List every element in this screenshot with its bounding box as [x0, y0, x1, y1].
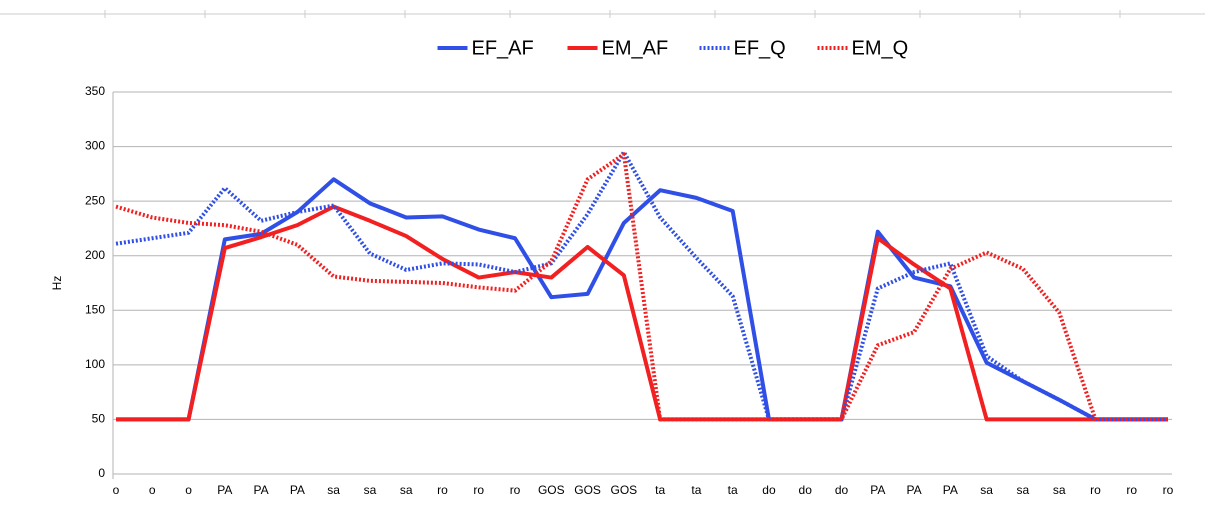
- x-tick-label: ro: [437, 483, 448, 497]
- x-tick-label: PA: [870, 483, 885, 497]
- x-tick-label: ta: [655, 483, 665, 497]
- x-tick-label: sa: [327, 483, 340, 497]
- series-line: [116, 177, 1168, 422]
- y-tick-label: 300: [85, 139, 105, 153]
- x-tick-label: PA: [217, 483, 232, 497]
- y-tick-label: 350: [85, 84, 105, 98]
- y-tick-label: 50: [92, 412, 106, 426]
- x-tick-label: sa: [400, 483, 413, 497]
- x-tick-label: GOS: [538, 483, 565, 497]
- legend-label: EM_Q: [852, 37, 909, 59]
- y-tick-label: 200: [85, 248, 105, 262]
- x-tick-label: GOS: [574, 483, 601, 497]
- x-tick-label: PA: [943, 483, 958, 497]
- series-line: [116, 204, 1168, 422]
- y-tick-label: 150: [85, 302, 105, 316]
- x-tick-label: sa: [364, 483, 377, 497]
- series-line: [115, 150, 1168, 422]
- legend-label: EF_Q: [734, 37, 786, 59]
- x-tick-label: ta: [728, 483, 738, 497]
- x-tick-label: sa: [1017, 483, 1030, 497]
- x-tick-label: sa: [980, 483, 993, 497]
- x-tick-label: do: [762, 483, 776, 497]
- y-axis-label: Hz: [50, 276, 64, 291]
- x-tick-label: ro: [473, 483, 484, 497]
- y-tick-label: 100: [85, 357, 105, 371]
- x-tick-label: do: [835, 483, 849, 497]
- ruler: [0, 10, 1205, 18]
- x-tick-label: ro: [1126, 483, 1137, 497]
- x-tick-label: PA: [290, 483, 305, 497]
- x-tick-label: o: [149, 483, 156, 497]
- series-line: [115, 152, 1168, 422]
- x-tick-label: ta: [691, 483, 701, 497]
- x-tick-label: o: [113, 483, 120, 497]
- x-tick-label: sa: [1053, 483, 1066, 497]
- x-tick-label: o: [185, 483, 192, 497]
- legend-label: EM_AF: [602, 37, 669, 59]
- y-tick-label: 0: [98, 466, 105, 480]
- x-tick-label: ro: [510, 483, 521, 497]
- x-tick-label: PA: [254, 483, 269, 497]
- legend-label: EF_AF: [472, 37, 534, 59]
- x-tick-label: ro: [1163, 483, 1174, 497]
- x-tick-label: PA: [907, 483, 922, 497]
- x-tick-label: do: [799, 483, 813, 497]
- x-tick-label: ro: [1090, 483, 1101, 497]
- y-tick-label: 250: [85, 193, 105, 207]
- x-tick-label: GOS: [611, 483, 638, 497]
